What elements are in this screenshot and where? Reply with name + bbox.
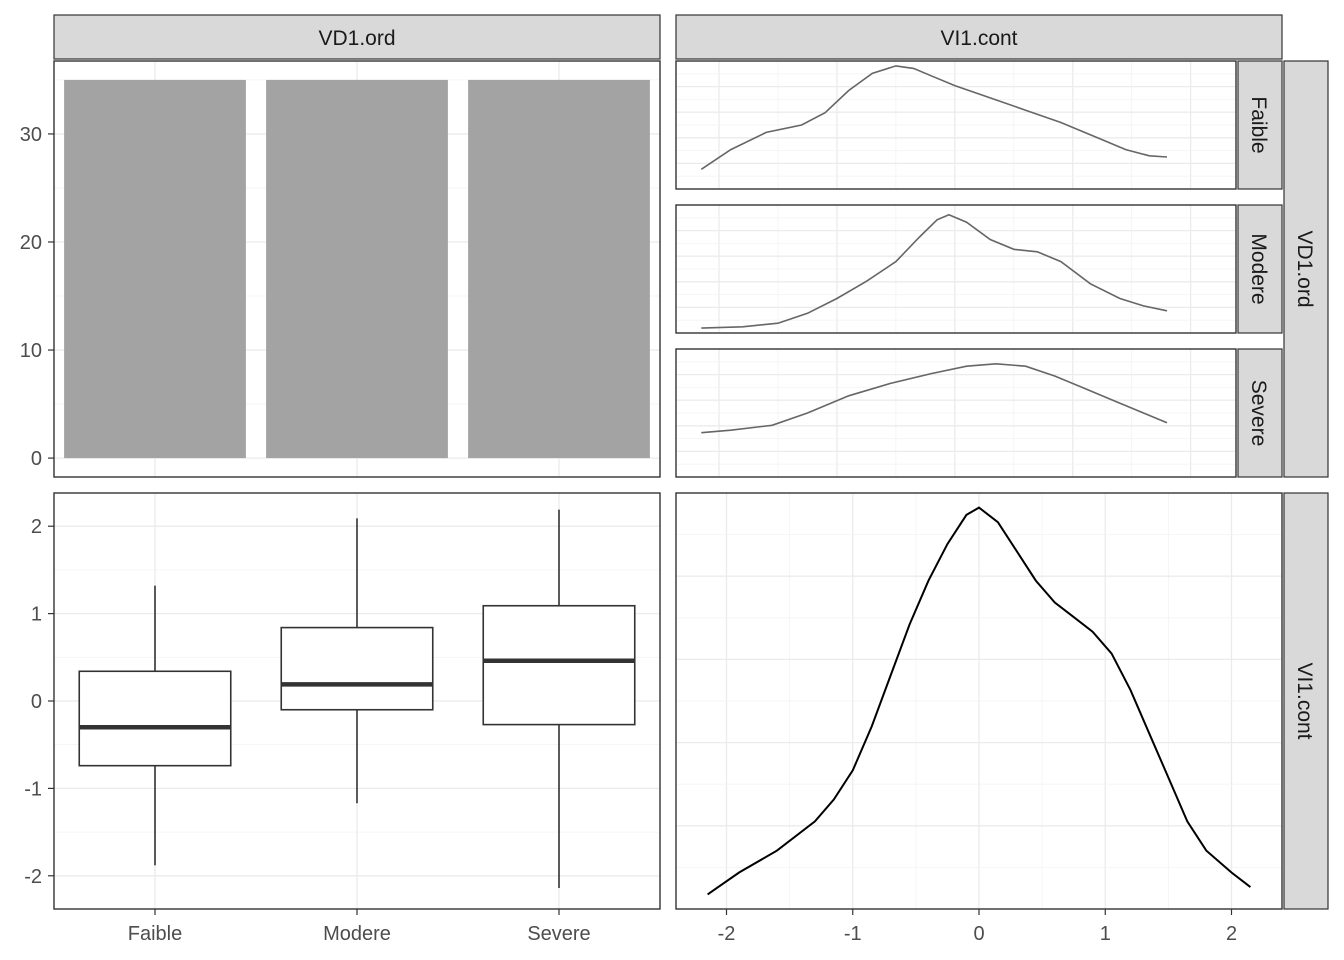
strip-top-right-label: VI1.cont <box>940 27 1017 50</box>
box-body <box>78 670 232 767</box>
strip-top-right: VI1.cont <box>675 14 1283 60</box>
x-tick-label: Severe <box>527 923 590 945</box>
strip-facet-faible <box>1237 60 1283 190</box>
facet-modere: Modere <box>675 204 1283 334</box>
density-panel: -2 -1 0 1 2 <box>675 492 1283 945</box>
strip-facet-label: Modere <box>1247 233 1270 304</box>
x-tick-label: 2 <box>1226 923 1237 945</box>
boxplot-panel: -2 -1 0 1 2 Faible Modere Severe <box>24 492 661 945</box>
bar-panel: 0 10 20 30 <box>20 60 661 478</box>
strip-right-outer-label: VD1.ord <box>1293 230 1316 307</box>
y-tick-label: 0 <box>31 691 42 713</box>
density-line-severe <box>701 362 1168 434</box>
y-tick-label: 30 <box>20 124 42 146</box>
strip-top-left-label: VD1.ord <box>318 27 395 50</box>
y-tick-label: 0 <box>31 448 42 470</box>
box-faible <box>78 585 232 866</box>
density-line <box>707 506 1252 896</box>
strip-right-bottom: VI1.cont <box>1283 492 1329 910</box>
x-tick-label: 0 <box>973 923 984 945</box>
box-body <box>482 604 636 726</box>
y-tick-label: -2 <box>24 866 42 888</box>
y-tick-label: 1 <box>31 604 42 626</box>
bar-modere <box>266 79 448 459</box>
x-tick-label: Faible <box>128 923 182 945</box>
x-tick-label: 1 <box>1100 923 1111 945</box>
x-tick-label: Modere <box>323 923 391 945</box>
y-tick-label: 10 <box>20 340 42 362</box>
y-tick-label: 2 <box>31 516 42 538</box>
box-body <box>280 626 434 711</box>
strip-facet-label: Faible <box>1247 96 1270 153</box>
x-tick-label: -1 <box>844 923 862 945</box>
strip-facet-label: Severe <box>1247 380 1270 447</box>
x-tick-label: -2 <box>718 923 736 945</box>
facet-severe: Severe <box>675 348 1283 478</box>
y-tick-label: 20 <box>20 232 42 254</box>
bar-faible <box>64 79 246 459</box>
strip-right-bottom-label: VI1.cont <box>1293 662 1316 739</box>
facet-faible: Faible <box>675 60 1283 190</box>
strip-top-left: VD1.ord <box>53 14 661 60</box>
density-line-modere <box>701 213 1168 329</box>
strip-facet-severe <box>1237 348 1283 478</box>
bar-severe <box>468 79 650 459</box>
density-line-faible <box>700 65 1168 170</box>
strip-right-outer: VD1.ord <box>1283 60 1329 478</box>
box-modere <box>280 518 434 804</box>
strip-facet-modere <box>1237 204 1283 334</box>
y-tick-label: -1 <box>24 778 42 800</box>
density-facets-panel: Faible Modere Severe <box>675 60 1283 478</box>
box-severe <box>482 509 636 889</box>
